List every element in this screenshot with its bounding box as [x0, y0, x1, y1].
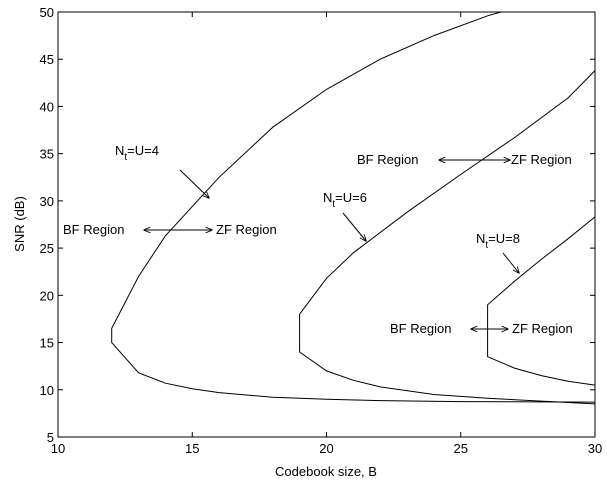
- zf-region-label: ZF Region: [511, 152, 572, 167]
- bf-region-label: BF Region: [63, 222, 124, 237]
- series-curve-1: [111, 11, 596, 403]
- y-tick-label: 25: [40, 241, 54, 256]
- bf-region-label: BF Region: [357, 152, 418, 167]
- x-tick-label: 30: [588, 441, 602, 456]
- zf-region-label: ZF Region: [512, 321, 573, 336]
- bf-region-label: BF Region: [390, 321, 451, 336]
- x-axis-label: Codebook size, B: [275, 464, 377, 479]
- x-tick-label: 20: [319, 441, 333, 456]
- y-axis-label: SNR (dB): [12, 196, 27, 252]
- series-label-arrow-3: [502, 252, 519, 273]
- x-tick-label: 10: [51, 441, 65, 456]
- series-curve-2: [299, 70, 596, 405]
- x-tick-label: 15: [185, 441, 199, 456]
- series-label-1: Nt=U=4: [115, 143, 159, 163]
- y-tick-label: 50: [40, 5, 54, 20]
- zf-region-label: ZF Region: [216, 222, 277, 237]
- series-label-arrow-1: [179, 169, 209, 198]
- y-tick-label: 30: [40, 194, 54, 209]
- y-tick-label: 35: [40, 147, 54, 162]
- y-tick-label: 20: [40, 288, 54, 303]
- x-tick-label: 25: [454, 441, 468, 456]
- annotations: Nt=U=4 Nt=U=6 Nt=U=8 BF Region ZF Region BF R…: [63, 143, 573, 336]
- y-tick-label: 10: [40, 383, 54, 398]
- series-label-arrow-2: [342, 212, 366, 241]
- y-tick-label: 40: [40, 99, 54, 114]
- series-label-3: Nt=U=8: [476, 231, 520, 251]
- y-tick-label: 5: [47, 430, 54, 445]
- plot-area: [57, 11, 596, 438]
- y-tick-label: 15: [40, 336, 54, 351]
- series-label-2: Nt=U=6: [323, 190, 367, 210]
- y-tick-label: 45: [40, 52, 54, 67]
